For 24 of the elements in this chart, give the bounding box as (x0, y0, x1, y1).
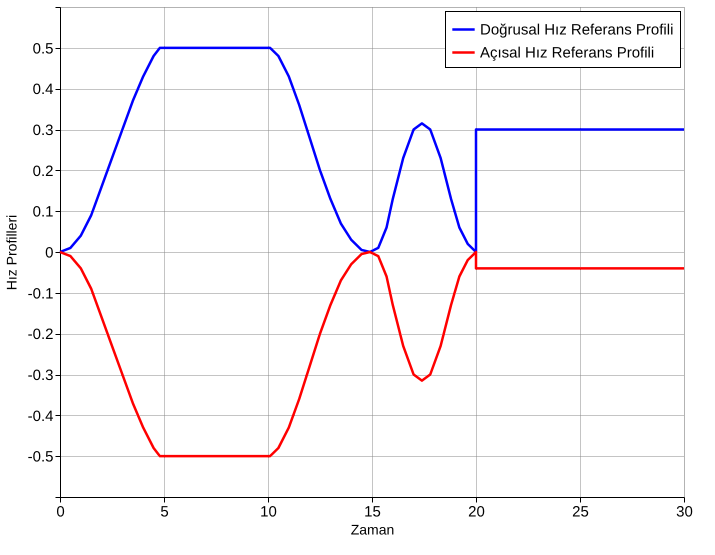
x-tick-label: 10 (260, 504, 277, 520)
line-series (58, 46, 686, 254)
line-series (58, 250, 686, 458)
x-tick-label: 5 (160, 504, 169, 520)
y-tick-label: 0.4 (32, 81, 54, 98)
x-tick-label: 25 (572, 504, 589, 520)
y-tick-label: -0.4 (28, 408, 54, 425)
y-tick-label: 0.2 (32, 162, 54, 180)
y-tick-label: 0 (45, 244, 54, 262)
legend-label: Açısal Hız Referans Profili (480, 44, 654, 62)
y-tick-label: -0.1 (28, 285, 54, 302)
y-tick-label: 0.3 (32, 122, 54, 139)
y-tick-label: 0.5 (32, 40, 54, 58)
y-tick-label: -0.2 (28, 326, 54, 344)
x-tick-label: 15 (364, 504, 381, 520)
y-tick-label: -0.3 (28, 367, 54, 384)
y-axis-title: Hız Profilleri (4, 214, 20, 290)
y-tick-label: 0.1 (32, 204, 54, 221)
x-axis-title: Zaman (350, 522, 394, 538)
y-tick-label: -0.5 (28, 448, 54, 466)
x-tick-label: 20 (468, 504, 485, 520)
legend-label: Doğrusal Hız Referans Profili (480, 22, 674, 38)
x-tick-label: 30 (676, 504, 693, 520)
x-tick-label: 0 (56, 504, 65, 520)
